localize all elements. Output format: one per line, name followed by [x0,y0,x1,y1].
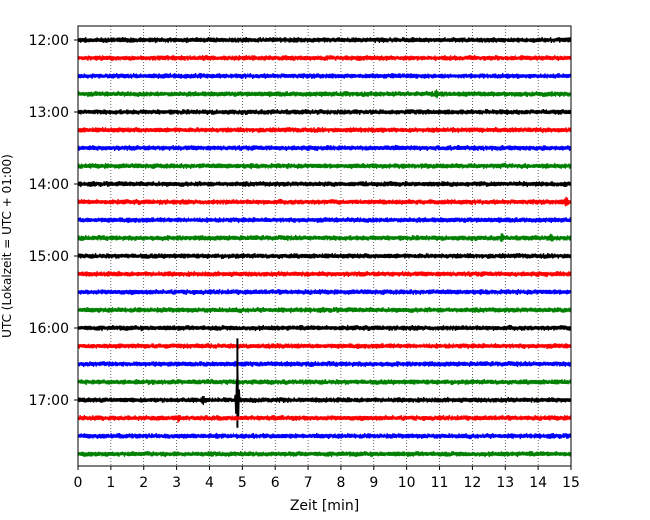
x-tick-label-6: 6 [271,475,280,491]
trace-1515 [77,270,572,278]
y-tick-label-3: 15:00 [29,249,69,265]
x-tick-label-2: 2 [139,475,148,491]
trace-1230 [77,72,572,80]
x-tick-label-11: 11 [431,475,449,491]
x-tick-label-7: 7 [304,475,313,491]
trace-1745 [77,450,572,458]
trace-1200 [77,36,572,44]
y-axis-label: UTC (Lokalzeit = UTC + 01:00) [0,154,14,338]
trace-1315 [77,126,572,134]
x-tick-label-15: 15 [562,475,580,491]
x-tick-label-8: 8 [336,475,345,491]
y-axis-ticks: 12:00 13:00 14:00 15:00 16:00 17:00 [29,33,78,409]
x-tick-label-9: 9 [369,475,378,491]
trace-1730 [77,432,572,440]
trace-1500 [77,252,572,260]
x-axis-label: Zeit [min] [290,498,359,514]
y-tick-label-2: 14:00 [29,177,69,193]
y-tick-label-5: 17:00 [29,393,69,409]
grid-lines [110,26,539,466]
trace-1715 [77,414,572,423]
y-tick-label-0: 12:00 [29,33,69,49]
x-tick-label-13: 13 [496,475,514,491]
x-tick-label-3: 3 [172,475,181,491]
trace-1600 [77,324,572,332]
x-tick-label-12: 12 [463,475,481,491]
trace-1615 [77,342,572,350]
y-tick-label-4: 16:00 [29,321,69,337]
trace-1300 [77,108,572,116]
trace-1400 [77,180,572,188]
trace-1215 [77,54,572,62]
x-tick-label-10: 10 [398,475,416,491]
x-tick-label-14: 14 [529,475,547,491]
trace-1630 [77,360,572,368]
y-tick-label-1: 13:00 [29,105,69,121]
x-axis-ticks: 0 1 2 3 4 5 6 7 8 9 10 11 12 13 14 15 [74,466,580,491]
x-tick-label-4: 4 [205,475,214,491]
trace-1415 [77,196,572,207]
x-tick-label-1: 1 [106,475,115,491]
trace-1700 [77,371,572,423]
trace-1645 [77,378,572,386]
traces [77,36,572,458]
trace-1430 [77,216,572,224]
trace-1445 [77,233,572,243]
plot-frame [77,25,572,467]
trace-1330 [77,144,572,152]
x-tick-label-0: 0 [74,475,83,491]
trace-1245 [77,89,572,99]
x-tick-label-5: 5 [238,475,247,491]
trace-1345 [77,162,572,170]
trace-1530 [77,288,572,296]
trace-1545 [77,306,572,314]
